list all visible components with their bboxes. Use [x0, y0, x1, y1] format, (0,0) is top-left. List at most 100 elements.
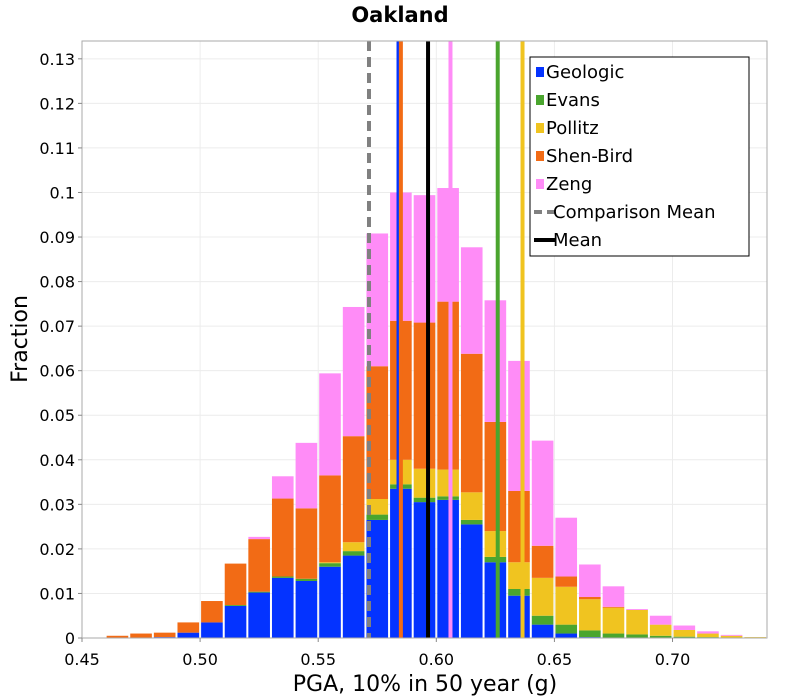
bar-segment-pollitz [508, 562, 530, 589]
bar-segment-evans [295, 578, 318, 581]
bar-segment-pollitz [319, 562, 341, 564]
bar-segment-evans [460, 519, 483, 525]
legend-label-comparison-mean: Comparison Mean [553, 202, 716, 223]
legend-label-pollitz: Pollitz [546, 118, 599, 139]
bar-segment-evans [579, 630, 601, 638]
bar-segment-evans [531, 615, 554, 625]
bar-segment-geologic [201, 622, 223, 638]
x-tick-label: 0.70 [655, 650, 691, 669]
bar-segment-zeng [295, 442, 318, 509]
y-axis-label: Fraction [8, 295, 33, 383]
bar-segment-pollitz [413, 468, 436, 498]
bar-segment-shen-bird [508, 490, 530, 563]
y-tick-label: 0.02 [39, 540, 75, 559]
bar-segment-zeng [366, 233, 389, 367]
bar-segment-geologic [555, 633, 578, 638]
bar-segment-geologic [366, 519, 389, 638]
bar-segment-shen-bird [366, 366, 389, 499]
legend-label-evans: Evans [546, 90, 600, 111]
legend-swatch-zeng [536, 179, 544, 189]
y-tick-label: 0 [65, 629, 75, 648]
bar-segment-shen-bird [342, 436, 365, 543]
x-axis-ticks: 0.45 0.50 0.55 0.60 0.65 0.70 [64, 638, 690, 669]
y-tick-label: 0.1 [50, 183, 75, 202]
bar-segment-evans [366, 514, 389, 520]
legend-swatch-evans [536, 95, 544, 105]
bar-segment-evans [555, 624, 578, 634]
bar-segment-zeng [602, 586, 625, 607]
bar-segment-evans [271, 576, 294, 578]
bar-segment-zeng [437, 188, 459, 302]
bar-segment-pollitz [649, 624, 672, 636]
bar-segment-geologic [508, 595, 530, 638]
bar-segment-zeng [248, 536, 270, 540]
bar-segment-zeng [484, 300, 507, 422]
legend-label-shen-bird: Shen-Bird [546, 146, 633, 167]
y-tick-label: 0.09 [39, 228, 75, 247]
bar-segment-shen-bird [531, 545, 554, 578]
bar-segment-pollitz [531, 577, 554, 616]
bar-segment-evans [224, 605, 247, 606]
bar-segment-shen-bird [319, 475, 341, 563]
bar-segment-geologic [319, 566, 341, 638]
y-tick-label: 0.08 [39, 273, 75, 292]
bar-segment-shen-bird [602, 606, 625, 608]
bar-segment-pollitz [484, 531, 507, 557]
bar-segment-pollitz [602, 607, 625, 634]
legend-label-mean: Mean [553, 230, 602, 251]
bar-segment-evans [413, 497, 436, 503]
x-tick-label: 0.60 [418, 650, 454, 669]
bar-segment-evans [437, 496, 459, 500]
y-tick-label: 0.07 [39, 317, 75, 336]
bar-segment-pollitz [720, 635, 743, 638]
y-tick-label: 0.03 [39, 495, 75, 514]
bar-segment-shen-bird [460, 353, 483, 493]
bar-segment-shen-bird [224, 563, 247, 606]
bar-segment-zeng [579, 564, 601, 598]
bar-segment-pollitz [673, 629, 696, 637]
legend-label-geologic: Geologic [546, 62, 624, 83]
bar-segment-zeng [319, 373, 341, 476]
y-tick-label: 0.12 [39, 94, 75, 113]
bar-segment-evans [342, 551, 365, 556]
bar-segment-evans [484, 556, 507, 563]
bar-segment-shen-bird [271, 498, 294, 577]
bar-segment-geologic [248, 592, 270, 638]
bar-segment-zeng [508, 360, 530, 491]
bar-segment-zeng [460, 247, 483, 354]
x-tick-label: 0.45 [64, 650, 100, 669]
bar-segment-pollitz [366, 498, 389, 515]
legend-swatch-shen-bird [536, 151, 544, 161]
bar-segment-pollitz [342, 542, 365, 552]
bar-segment-zeng [413, 195, 436, 323]
bar-segment-evans [626, 634, 648, 638]
legend-swatch-geologic [536, 67, 544, 77]
bar-segment-shen-bird [484, 421, 507, 532]
bar-segment-geologic [295, 580, 318, 638]
plot-frame [81, 40, 768, 639]
bar-segment-geologic [531, 624, 554, 638]
bar-segment-pollitz [697, 633, 719, 638]
bar-segment-evans [248, 591, 270, 593]
bar-segment-evans [602, 633, 625, 638]
y-axis-ticks: 0 0.01 0.02 0.03 0.04 0.05 0.06 0.07 0.08 0.09 0.1… [39, 50, 82, 648]
x-tick-label: 0.65 [537, 650, 573, 669]
bar-segment-geologic [413, 502, 436, 638]
y-tick-label: 0.04 [39, 451, 75, 470]
bar-segment-geologic [271, 577, 294, 638]
bar-segment-zeng [697, 631, 719, 634]
y-tick-label: 0.13 [39, 50, 75, 69]
bar-segment-zeng [626, 609, 648, 610]
bar-segment-zeng [555, 517, 578, 577]
x-axis-label: PGA, 10% in 50 year (g) [293, 672, 557, 697]
bar-segment-zeng [342, 306, 365, 437]
bar-segment-shen-bird [177, 622, 200, 633]
bar-segment-shen-bird [106, 635, 129, 638]
bar-segment-shen-bird [248, 539, 270, 592]
bar-segment-evans [649, 635, 672, 638]
bar-segment-shen-bird [555, 576, 578, 587]
y-tick-label: 0.05 [39, 406, 75, 425]
bar-segment-zeng [673, 625, 696, 630]
bar-segment-shen-bird [153, 632, 176, 638]
